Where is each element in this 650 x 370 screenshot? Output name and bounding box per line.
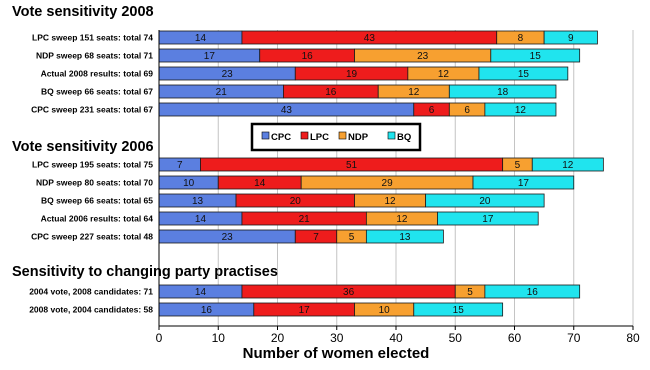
data-label: 43 <box>281 105 293 116</box>
bar-label: LPC sweep 151 seats: total 74 <box>32 33 153 43</box>
data-label: 20 <box>290 196 302 207</box>
data-label: 15 <box>453 305 465 316</box>
bar-label: CPC sweep 231 seats: total 67 <box>31 105 153 115</box>
data-label: 16 <box>527 287 539 298</box>
x-axis-title: Number of women elected <box>243 345 430 362</box>
data-label: 17 <box>518 178 530 189</box>
x-tick-label: 40 <box>389 331 403 345</box>
data-label: 9 <box>568 33 574 44</box>
x-tick-label: 60 <box>508 331 522 345</box>
data-label: 20 <box>479 196 491 207</box>
data-label: 5 <box>467 287 473 298</box>
bar-label: LPC sweep 195 seats: total 75 <box>32 160 153 170</box>
data-label: 16 <box>302 51 314 62</box>
data-label: 18 <box>497 87 509 98</box>
data-label: 16 <box>201 305 213 316</box>
data-label: 14 <box>195 214 207 225</box>
legend-label: LPC <box>310 132 329 143</box>
bar-segment-bq <box>543 30 598 45</box>
data-label: 10 <box>183 178 195 189</box>
group-title: Vote sensitivity 2006 <box>12 139 154 155</box>
legend-swatch-lpc <box>300 131 309 140</box>
legend-label: BQ <box>397 132 411 143</box>
bar-segment-bq <box>484 102 557 117</box>
bar-label: 2008 vote, 2004 candidates: 58 <box>29 305 153 315</box>
data-label: 23 <box>222 232 234 243</box>
data-label: 21 <box>216 87 228 98</box>
bar-segment-bq <box>478 66 569 81</box>
bar-segment-bq <box>484 284 581 299</box>
data-label: 17 <box>299 305 311 316</box>
data-label: 5 <box>515 160 521 171</box>
legend-label: CPC <box>271 132 291 143</box>
bar-label: NDP sweep 68 seats: total 71 <box>36 51 153 61</box>
data-label: 6 <box>429 105 435 116</box>
data-label: 12 <box>408 87 420 98</box>
x-tick-label: 0 <box>156 331 163 345</box>
data-label: 19 <box>346 69 358 80</box>
bar-label: BQ sweep 66 seats: total 65 <box>41 196 153 206</box>
x-tick-label: 50 <box>449 331 463 345</box>
bar-segment-bq <box>490 48 581 63</box>
data-label: 15 <box>518 69 530 80</box>
bar-label: Actual 2006 results: total 64 <box>41 214 154 224</box>
data-label: 14 <box>195 287 207 298</box>
bar-segment-bq <box>425 193 545 208</box>
group-title: Sensitivity to changing party practises <box>12 264 278 280</box>
x-tick-label: 70 <box>567 331 581 345</box>
data-label: 14 <box>195 33 207 44</box>
bar-segment-bq <box>365 229 444 244</box>
x-tick-label: 10 <box>212 331 226 345</box>
legend-swatch-ndp <box>338 131 347 140</box>
bar-segment-bq <box>472 175 575 190</box>
data-label: 51 <box>346 160 358 171</box>
bar-segment-bq <box>448 84 557 99</box>
legend-swatch-bq <box>387 131 396 140</box>
data-label: 29 <box>382 178 394 189</box>
legend-label: NDP <box>348 132 369 143</box>
data-label: 12 <box>396 214 408 225</box>
x-tick-label: 20 <box>271 331 285 345</box>
data-label: 16 <box>325 87 337 98</box>
legend-swatch-cpc <box>261 131 270 140</box>
data-label: 12 <box>515 105 527 116</box>
data-label: 23 <box>222 69 234 80</box>
data-label: 6 <box>464 105 470 116</box>
data-label: 12 <box>562 160 574 171</box>
data-label: 23 <box>417 51 429 62</box>
bar-label: NDP sweep 80 seats: total 70 <box>36 178 153 188</box>
bar-segment-bq <box>531 157 604 172</box>
data-label: 43 <box>364 33 376 44</box>
data-label: 7 <box>177 160 183 171</box>
data-label: 12 <box>438 69 450 80</box>
bar-segment-bq <box>437 211 539 226</box>
data-label: 36 <box>343 287 355 298</box>
data-label: 14 <box>254 178 266 189</box>
data-label: 15 <box>530 51 542 62</box>
data-label: 13 <box>192 196 204 207</box>
data-label: 10 <box>379 305 391 316</box>
data-label: 21 <box>299 214 311 225</box>
group-title: Vote sensitivity 2008 <box>12 4 154 20</box>
data-label: 17 <box>204 51 216 62</box>
data-label: 5 <box>349 232 355 243</box>
data-label: 17 <box>482 214 494 225</box>
data-label: 12 <box>385 196 397 207</box>
bar-label: BQ sweep 66 seats: total 67 <box>41 87 153 97</box>
x-tick-label: 80 <box>626 331 640 345</box>
bar-segment-bq <box>413 302 504 317</box>
data-label: 8 <box>518 33 524 44</box>
data-label: 7 <box>313 232 319 243</box>
x-tick-label: 30 <box>330 331 344 345</box>
bar-label: Actual 2008 results: total 69 <box>41 69 154 79</box>
bar-label: CPC sweep 227 seats: total 48 <box>31 232 153 242</box>
bar-label: 2004 vote, 2008 candidates: 71 <box>29 287 153 297</box>
data-label: 13 <box>399 232 411 243</box>
